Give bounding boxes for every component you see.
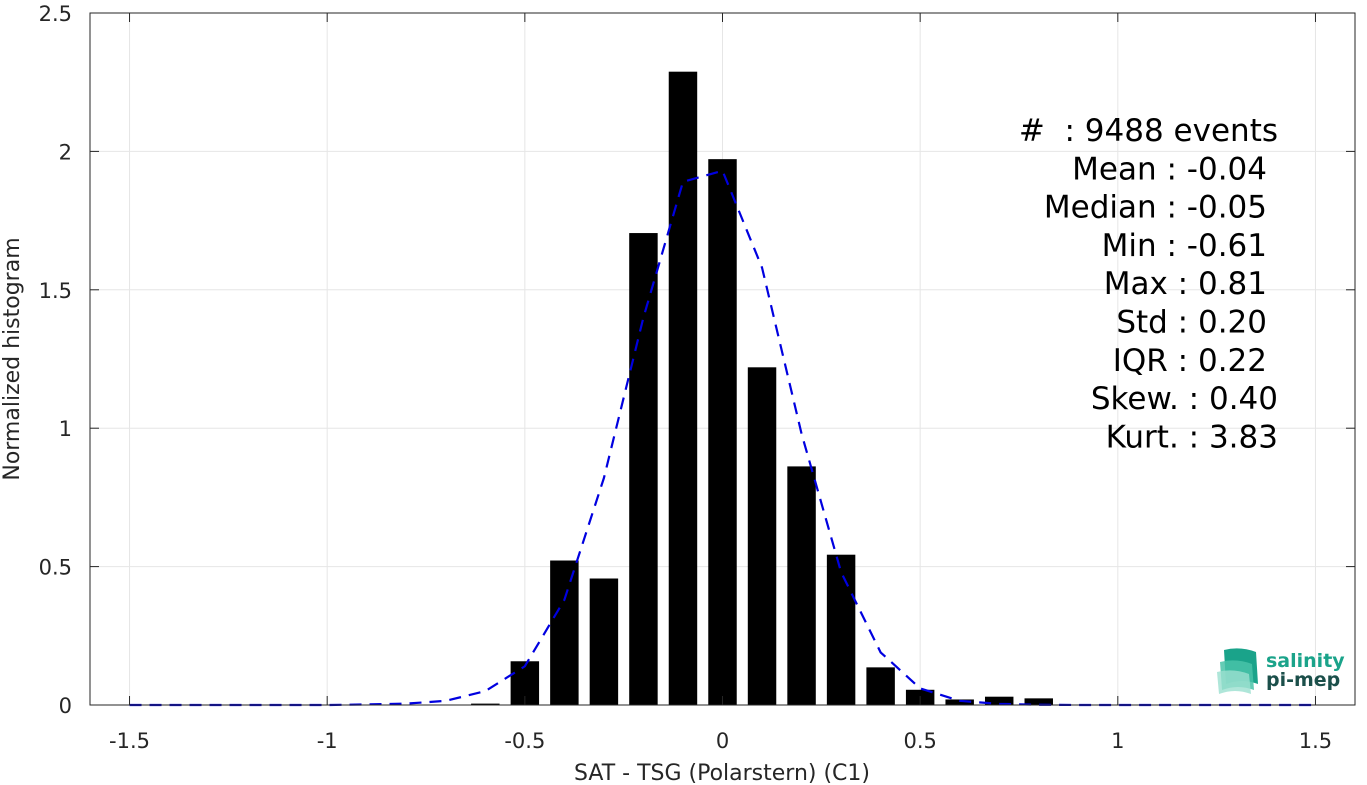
stat-line: Std : 0.20 [1116,305,1267,341]
stat-line: Min : -0.61 [1102,228,1267,264]
stat-line: Median : -0.05 [1044,190,1267,226]
x-tick-label: 0 [716,729,729,753]
y-axis-label: Normalized histogram [0,237,25,480]
stat-line: Kurt. : 3.83 [1106,419,1278,455]
histogram-bar [471,703,500,705]
histogram-bar [945,699,974,705]
histogram-bar [629,233,658,705]
x-axis-label: SAT - TSG (Polarstern) (C1) [574,761,870,785]
y-tick-label: 2 [59,140,72,164]
logo-mark-icon [1217,648,1258,694]
y-tick-label: 1.5 [39,279,72,303]
logo-line2: pi-mep [1266,669,1340,691]
x-tick-label: -0.5 [504,729,545,753]
stat-line: Mean : -0.04 [1072,151,1267,187]
histogram-bar [826,554,856,705]
y-tick-label: 0.5 [39,556,72,580]
stat-line: Skew. : 0.40 [1091,381,1278,417]
histogram-bar [668,71,698,706]
histogram-bar [787,466,816,705]
stat-line: IQR : 0.22 [1113,343,1267,379]
x-tick-label: 0.5 [903,729,936,753]
axis-ticks [90,12,1355,706]
stat-line: # : 9488 events [1019,113,1278,149]
histogram-bar [1024,698,1053,705]
histogram-bar [550,560,579,705]
salinity-pi-mep-logo: salinity pi-mep [1217,648,1345,694]
x-tick-labels: -1.5 -1 -0.5 0 0.5 1 1.5 [109,729,1332,753]
y-tick-label: 1 [59,417,72,441]
y-tick-label: 0 [59,694,72,718]
histogram-bar [747,367,777,705]
logo-line1: salinity [1266,650,1345,672]
histogram-bar [589,578,619,705]
x-tick-label: -1 [317,729,338,753]
x-tick-label: -1.5 [109,729,150,753]
histogram-bar [866,667,895,705]
histogram-bar [708,159,737,706]
x-tick-label: 1 [1111,729,1124,753]
x-tick-label: 1.5 [1299,729,1332,753]
y-tick-label: 2.5 [39,2,72,26]
stat-line: Max : 0.81 [1104,266,1267,302]
histogram-bar [984,696,1014,705]
bars [471,71,1053,706]
y-tick-labels: 0 0.5 1 1.5 2 2.5 [39,2,72,718]
